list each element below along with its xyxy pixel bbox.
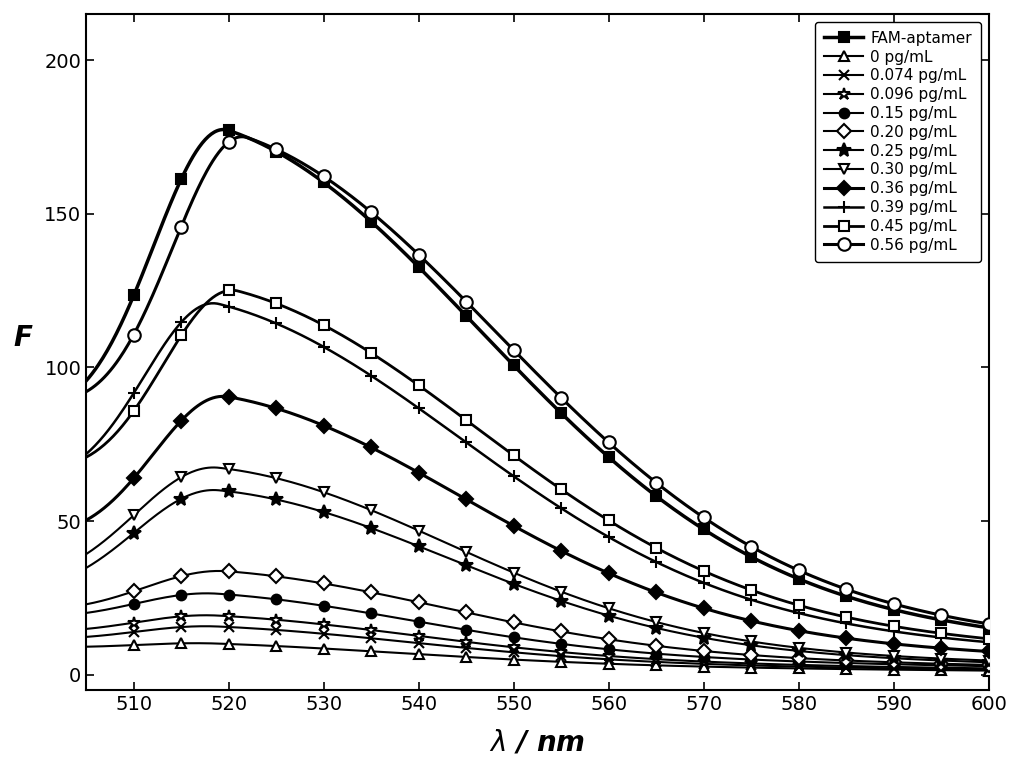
Y-axis label: F: F [14, 324, 33, 352]
Legend: FAM-aptamer, 0 pg/mL, 0.074 pg/mL, 0.096 pg/mL, 0.15 pg/mL, 0.20 pg/mL, 0.25 pg/: FAM-aptamer, 0 pg/mL, 0.074 pg/mL, 0.096… [815, 22, 981, 262]
X-axis label: $\lambda$ / nm: $\lambda$ / nm [489, 728, 585, 756]
